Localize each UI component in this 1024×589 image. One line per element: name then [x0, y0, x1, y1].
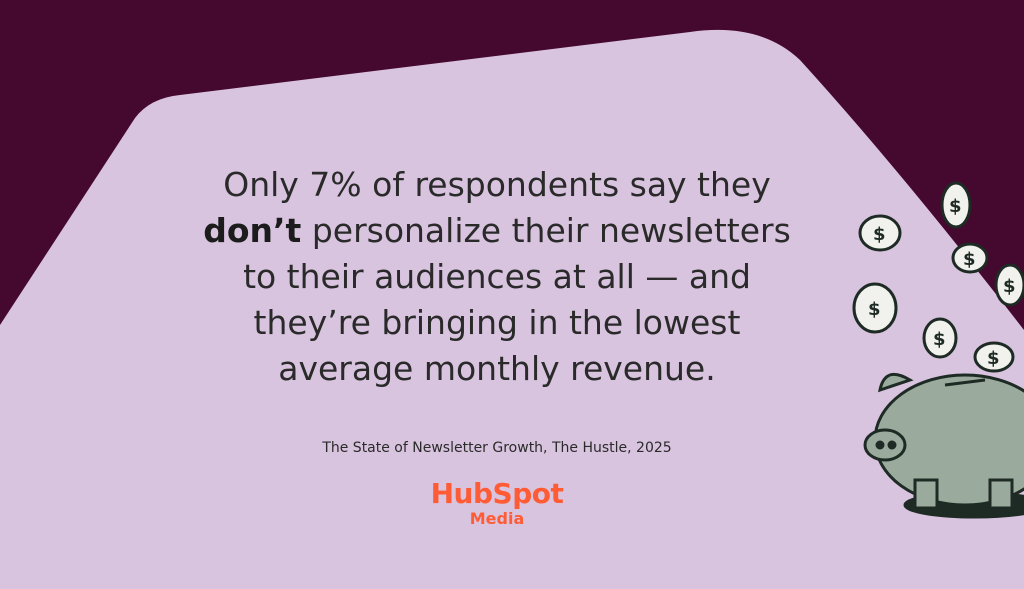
svg-text:$: $: [868, 299, 881, 320]
svg-text:$: $: [933, 329, 946, 350]
svg-text:$: $: [963, 249, 976, 270]
logo-sub: Media: [469, 509, 525, 528]
svg-text:$: $: [1003, 276, 1016, 297]
svg-text:$: $: [987, 348, 1000, 369]
quote-line: to their audiences at all — and: [243, 257, 751, 296]
quote-line: average monthly revenue.: [278, 349, 716, 388]
quote-line: don’t personalize their newsletters: [120, 208, 874, 254]
logo-brand: HubSpot: [430, 477, 564, 510]
quote-text: personalize their newsletters: [311, 211, 791, 250]
quote: Only 7% of respondents say they don’t pe…: [120, 162, 874, 392]
svg-text:$: $: [949, 196, 962, 217]
source: The State of Newsletter Growth, The Hust…: [322, 440, 672, 456]
svg-text:$: $: [873, 224, 886, 245]
lavender-shape: [0, 29, 1024, 589]
quote-line: Only 7% of respondents say they: [223, 165, 771, 204]
quote-emphasis: don’t: [203, 211, 302, 250]
logo: HubSpot Media: [397, 478, 597, 528]
coins: $ $ $ $ $ $ $: [852, 181, 1024, 373]
quote-line: they’re bringing in the lowest: [253, 303, 741, 342]
piggy-bank-illustration: [863, 372, 1024, 519]
